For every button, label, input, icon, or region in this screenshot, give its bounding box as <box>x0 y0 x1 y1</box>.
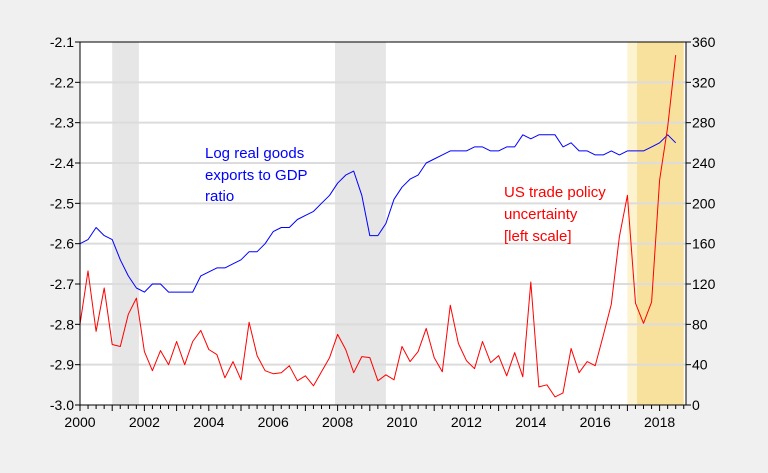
right-tick-label: 120 <box>692 276 716 292</box>
annotation-line: Log real goods <box>205 145 304 162</box>
shaded-region <box>637 42 684 405</box>
x-tick-label: 2018 <box>644 414 675 430</box>
right-tick-label: 240 <box>692 155 716 171</box>
x-tick-label: 2016 <box>580 414 611 430</box>
left-tick-label: -2.6 <box>50 236 74 252</box>
x-tick-label: 2004 <box>193 414 224 430</box>
right-tick-label: 40 <box>692 357 708 373</box>
right-tick-label: 200 <box>692 195 716 211</box>
x-tick-label: 2012 <box>451 414 482 430</box>
annotation-line: ratio <box>205 188 234 205</box>
x-tick-label: 2008 <box>322 414 353 430</box>
annotation-line: [left scale] <box>504 228 572 245</box>
right-tick-label: 0 <box>692 397 700 413</box>
shaded-region <box>335 42 386 405</box>
annotation-exports: Log real goods exports to GDP ratio <box>205 145 308 205</box>
x-tick-label: 2006 <box>258 414 289 430</box>
left-tick-label: -3.0 <box>50 397 74 413</box>
shaded-region <box>112 42 139 405</box>
right-tick-label: 280 <box>692 115 716 131</box>
left-tick-label: -2.1 <box>50 34 74 50</box>
annotation-line: US trade policy <box>504 184 606 201</box>
left-tick-label: -2.5 <box>50 195 74 211</box>
annotation-line: uncertainty <box>504 206 578 223</box>
right-tick-label: 360 <box>692 34 716 50</box>
x-tick-label: 2002 <box>129 414 160 430</box>
left-tick-label: -2.9 <box>50 357 74 373</box>
annotation-uncertainty: US trade policy uncertainty [left scale] <box>504 184 606 245</box>
series-line-trade-policy-uncertainty <box>79 55 677 398</box>
left-tick-label: -2.2 <box>50 74 74 90</box>
left-tick-label: -2.7 <box>50 276 74 292</box>
series-line-exports-ratio <box>79 134 677 293</box>
left-tick-label: -2.3 <box>50 115 74 131</box>
right-tick-label: 80 <box>692 316 708 332</box>
x-tick-label: 2000 <box>64 414 95 430</box>
annotation-line: exports to GDP <box>205 167 308 184</box>
right-tick-label: 160 <box>692 236 716 252</box>
left-tick-label: -2.4 <box>50 155 74 171</box>
right-tick-label: 320 <box>692 74 716 90</box>
left-tick-label: -2.8 <box>50 316 74 332</box>
shaded-region <box>627 42 638 405</box>
x-tick-label: 2010 <box>386 414 417 430</box>
x-tick-label: 2014 <box>515 414 546 430</box>
